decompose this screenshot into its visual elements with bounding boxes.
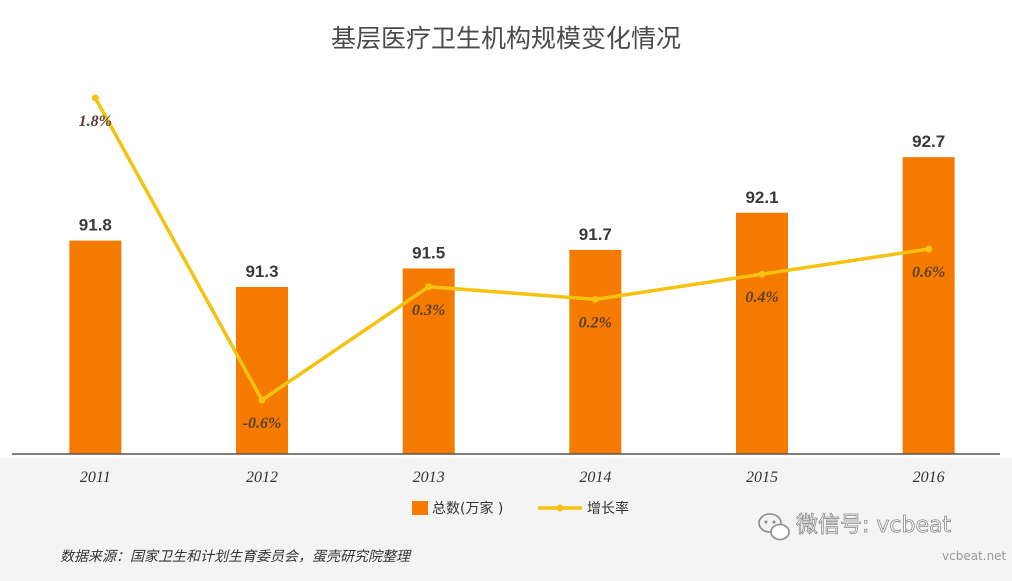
footer-background (0, 458, 1012, 581)
bar-2013 (402, 268, 455, 454)
legend: 总数(万家 ) 增长率 (412, 500, 629, 517)
bar-2015 (736, 212, 788, 454)
bar-value-label: 91.8 (79, 216, 112, 235)
rate-value-label: -0.6% (243, 415, 282, 432)
bar-labels-group: 91.8 91.3 91.5 91.7 92.1 92.7 (79, 132, 945, 281)
legend-bar-label: 总数(万家 ) (432, 500, 503, 517)
rate-point-2012 (258, 396, 266, 404)
rate-point-2016 (925, 245, 933, 253)
x-tick-label: 2012 (246, 469, 278, 486)
x-tick-label: 2016 (913, 469, 945, 486)
chart-title: 基层医疗卫生机构规模变化情况 (331, 24, 681, 53)
legend-line-label: 增长率 (587, 500, 629, 517)
x-tick-label: 2015 (746, 469, 778, 486)
bar-value-label: 91.7 (579, 225, 612, 244)
source-note: 数据来源：国家卫生和计划生育委员会，蛋壳研究院整理 (60, 549, 412, 565)
rate-point-2011 (91, 94, 99, 102)
bar-2014 (569, 249, 622, 454)
bar-2011 (69, 240, 122, 454)
growth-rate-points (91, 94, 933, 404)
bar-value-label: 92.7 (912, 132, 945, 151)
legend-line-marker (556, 504, 564, 512)
watermark: 微信号: vcbeat vcbeat.net (758, 513, 1007, 563)
rate-value-label: 1.8% (79, 113, 112, 130)
bar-2016 (902, 157, 955, 454)
rate-value-label: 0.4% (745, 289, 778, 306)
rate-value-label: 0.2% (579, 314, 612, 331)
x-tick-label: 2013 (413, 469, 445, 486)
rate-value-label: 0.3% (412, 302, 445, 319)
rate-point-2013 (425, 283, 433, 291)
growth-rate-labels: 1.8% -0.6% 0.3% 0.2% 0.4% 0.6% (79, 113, 946, 432)
rate-point-2014 (591, 295, 599, 303)
x-tick-label: 2014 (579, 469, 611, 486)
x-tick-labels: 2011 2012 2013 2014 2015 2016 (80, 469, 945, 486)
rate-value-label: 0.6% (912, 264, 945, 281)
bar-value-label: 91.5 (412, 243, 445, 262)
watermark-site: vcbeat.net (942, 549, 1007, 563)
growth-rate-line (93, 97, 929, 402)
rate-point-2015 (758, 270, 766, 278)
watermark-text: 微信号: vcbeat (796, 513, 952, 538)
bar-value-label: 91.3 (245, 262, 278, 281)
bars-group (69, 157, 955, 454)
bar-value-label: 92.1 (745, 188, 778, 207)
wechat-icon (758, 513, 790, 541)
legend-bar-swatch (412, 501, 428, 515)
x-tick-label: 2011 (80, 469, 111, 486)
